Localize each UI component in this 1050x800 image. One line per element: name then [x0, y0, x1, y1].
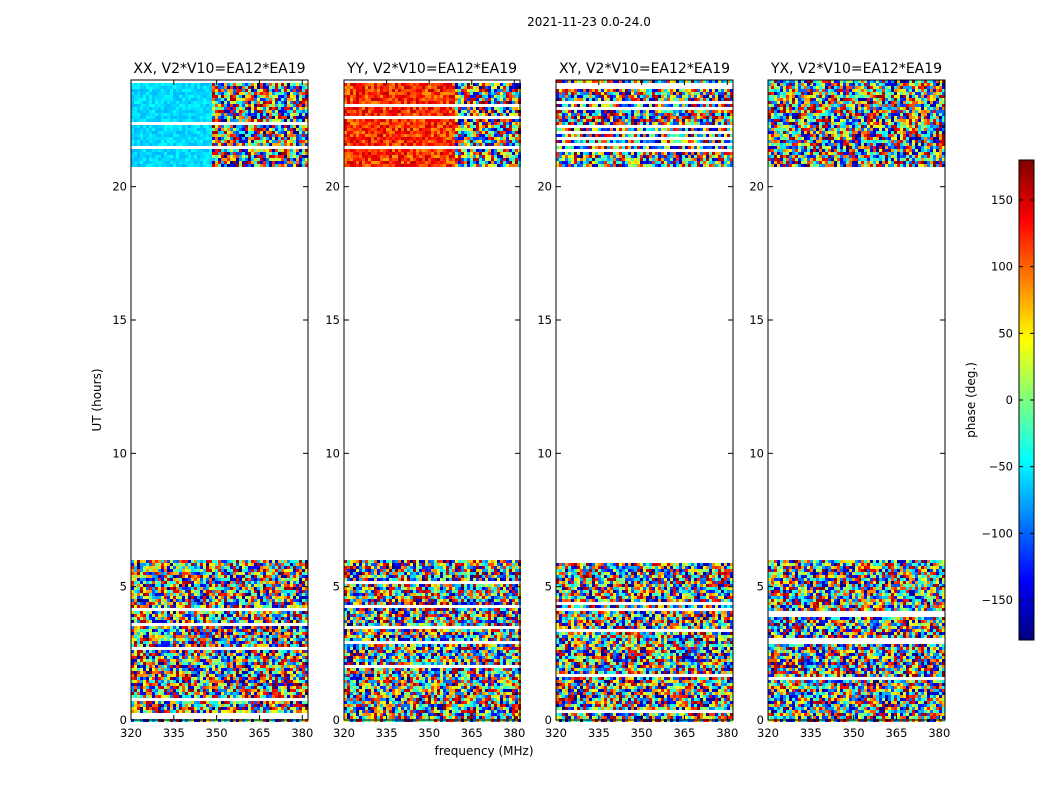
x-tick-label: 380	[928, 726, 950, 740]
x-tick-label: 350	[206, 726, 228, 740]
y-tick-label: 20	[537, 180, 552, 194]
y-tick-label: 15	[749, 313, 764, 327]
x-tick-label: 335	[800, 726, 822, 740]
y-tick-label: 10	[325, 446, 340, 460]
colorbar-tick-label: −100	[981, 526, 1013, 540]
y-axis-label: UT (hours)	[90, 368, 104, 431]
x-tick-label: 350	[843, 726, 865, 740]
x-tick-label: 365	[461, 726, 483, 740]
colorbar-label: phase (deg.)	[964, 362, 978, 438]
y-tick-label: 5	[545, 580, 552, 594]
x-axis-label: frequency (MHz)	[434, 744, 533, 758]
x-tick-label: 335	[163, 726, 185, 740]
colorbar-tick-label: 150	[991, 193, 1013, 207]
panel-yx: YX, V2*V10=EA12*EA19 320 335 350 365 380 0 5 10 1…	[749, 61, 950, 740]
colorbar-tick-label: 0	[1006, 393, 1013, 407]
panel-yy: YY, V2*V10=EA12*EA19 320 335 350 365 380 0 5 10 1…	[325, 61, 525, 740]
y-tick-label: 5	[120, 580, 127, 594]
y-tick-label: 20	[112, 180, 127, 194]
panel-title: XY, V2*V10=EA12*EA19	[559, 61, 730, 77]
colorbar: 150 100 50 0 −50 −100 −150	[981, 160, 1034, 640]
x-tick-label: 320	[757, 726, 779, 740]
y-tick-label: 10	[749, 446, 764, 460]
panel-frame	[131, 80, 308, 720]
x-tick-label: 380	[503, 726, 525, 740]
x-tick-label: 335	[376, 726, 398, 740]
x-tick-label: 320	[120, 726, 142, 740]
y-tick-label: 0	[333, 713, 340, 727]
y-tick-label: 15	[537, 313, 552, 327]
panel-title: YY, V2*V10=EA12*EA19	[346, 61, 517, 77]
colorbar-tick-label: −150	[981, 593, 1013, 607]
panel-title: YX, V2*V10=EA12*EA19	[770, 61, 942, 77]
y-tick-label: 0	[757, 713, 764, 727]
x-tick-label: 380	[716, 726, 738, 740]
phase-image-yx	[768, 80, 945, 722]
x-tick-label: 365	[885, 726, 907, 740]
figure-suptitle: 2021-11-23 0.0-24.0	[527, 15, 651, 29]
panel-xy: XY, V2*V10=EA12*EA19 320 335 350 365 380 0 5 10 1…	[537, 61, 738, 740]
y-tick-label: 20	[749, 180, 764, 194]
panel-xx: XX, V2*V10=EA12*EA19 320 335 350 365 380 0 5 10 1…	[112, 61, 313, 740]
y-tick-label: 15	[325, 313, 340, 327]
x-tick-label: 350	[631, 726, 653, 740]
y-tick-label: 20	[325, 180, 340, 194]
phase-image-xx	[131, 83, 308, 722]
x-tick-label: 365	[248, 726, 270, 740]
x-tick-label: 320	[333, 726, 355, 740]
y-tick-label: 0	[545, 713, 552, 727]
y-tick-label: 10	[112, 446, 127, 460]
x-tick-label: 335	[588, 726, 610, 740]
phase-image-xy	[556, 80, 733, 722]
y-tick-label: 15	[112, 313, 127, 327]
y-tick-label: 5	[757, 580, 764, 594]
panels-group: XX, V2*V10=EA12*EA19 320 335 350 365 380 0 5 10 1…	[112, 61, 950, 740]
x-tick-label: 350	[418, 726, 440, 740]
colorbar-tick-label: 50	[998, 326, 1013, 340]
figure: 2021-11-23 0.0-24.0 XX, V2*V10=EA12*EA19…	[0, 0, 1050, 800]
colorbar-tick-label: 100	[991, 260, 1013, 274]
y-tick-label: 0	[120, 713, 127, 727]
colorbar-tick-label: −50	[989, 460, 1013, 474]
y-tick-label: 10	[537, 446, 552, 460]
x-tick-label: 380	[291, 726, 313, 740]
x-tick-label: 320	[545, 726, 567, 740]
y-tick-label: 5	[333, 580, 340, 594]
phase-image-yy	[344, 83, 521, 722]
x-tick-label: 365	[673, 726, 695, 740]
panel-title: XX, V2*V10=EA12*EA19	[133, 61, 305, 77]
